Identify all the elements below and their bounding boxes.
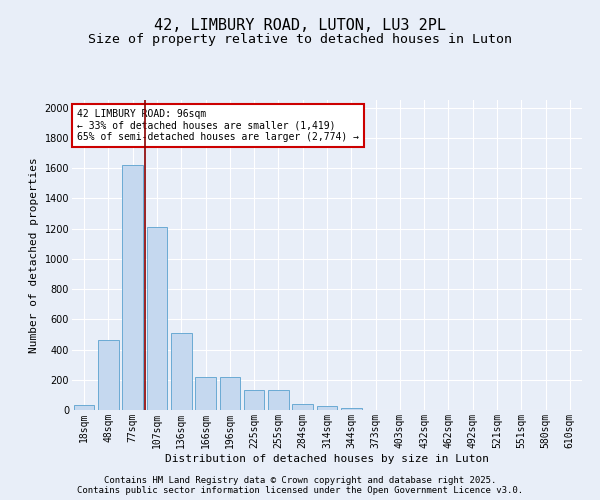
Bar bbox=[317, 406, 337, 410]
Bar bbox=[98, 340, 119, 410]
Bar bbox=[122, 165, 143, 410]
Text: 42, LIMBURY ROAD, LUTON, LU3 2PL: 42, LIMBURY ROAD, LUTON, LU3 2PL bbox=[154, 18, 446, 32]
Text: Size of property relative to detached houses in Luton: Size of property relative to detached ho… bbox=[88, 32, 512, 46]
Bar bbox=[244, 390, 265, 410]
Text: Contains HM Land Registry data © Crown copyright and database right 2025.: Contains HM Land Registry data © Crown c… bbox=[104, 476, 496, 485]
Bar bbox=[220, 376, 240, 410]
Text: Contains public sector information licensed under the Open Government Licence v3: Contains public sector information licen… bbox=[77, 486, 523, 495]
Bar bbox=[268, 390, 289, 410]
Bar bbox=[341, 408, 362, 410]
Y-axis label: Number of detached properties: Number of detached properties bbox=[29, 157, 39, 353]
X-axis label: Distribution of detached houses by size in Luton: Distribution of detached houses by size … bbox=[165, 454, 489, 464]
Bar bbox=[74, 406, 94, 410]
Text: 42 LIMBURY ROAD: 96sqm
← 33% of detached houses are smaller (1,419)
65% of semi-: 42 LIMBURY ROAD: 96sqm ← 33% of detached… bbox=[77, 110, 359, 142]
Bar bbox=[146, 227, 167, 410]
Bar bbox=[171, 333, 191, 410]
Bar bbox=[195, 376, 216, 410]
Bar bbox=[292, 404, 313, 410]
